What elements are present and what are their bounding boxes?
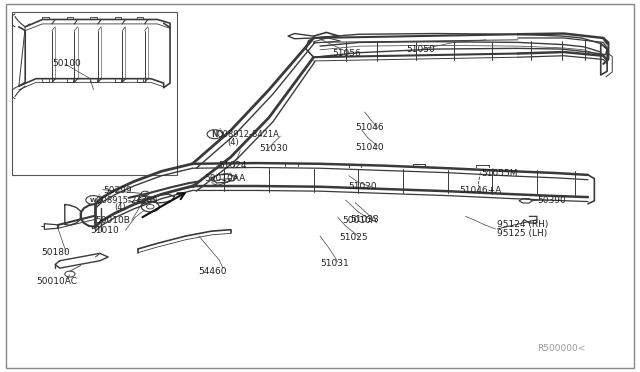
Text: 50010B: 50010B bbox=[95, 215, 131, 225]
Text: 51025: 51025 bbox=[339, 233, 368, 242]
Text: 95124 (RH): 95124 (RH) bbox=[497, 220, 548, 230]
Text: 51055M: 51055M bbox=[481, 169, 517, 177]
Text: 51030: 51030 bbox=[259, 144, 288, 154]
Text: 54460: 54460 bbox=[199, 267, 227, 276]
Text: Ô08915-24200: Ô08915-24200 bbox=[95, 196, 157, 205]
Text: 50010AC: 50010AC bbox=[36, 277, 77, 286]
Text: N: N bbox=[211, 130, 218, 139]
Text: 51050: 51050 bbox=[406, 45, 435, 54]
Text: 51024: 51024 bbox=[218, 161, 246, 170]
Text: 95125 (LH): 95125 (LH) bbox=[497, 229, 548, 238]
Text: R500000<: R500000< bbox=[537, 344, 586, 353]
Circle shape bbox=[142, 199, 147, 202]
Text: 50100: 50100 bbox=[52, 60, 81, 68]
Text: Ô08912-8421A: Ô08912-8421A bbox=[216, 131, 280, 140]
Text: 51046: 51046 bbox=[355, 123, 384, 132]
Text: 50390: 50390 bbox=[537, 196, 566, 205]
Text: 50299: 50299 bbox=[103, 186, 132, 195]
Text: 50010AA: 50010AA bbox=[204, 174, 245, 183]
Text: 51046+A: 51046+A bbox=[459, 186, 501, 195]
Text: 50180: 50180 bbox=[41, 248, 70, 257]
Text: 50010A: 50010A bbox=[342, 215, 377, 225]
Text: (4): (4) bbox=[227, 138, 239, 147]
Text: 51020: 51020 bbox=[349, 182, 378, 191]
Text: 51031: 51031 bbox=[320, 259, 349, 268]
Text: 51033: 51033 bbox=[351, 215, 380, 224]
Bar bbox=[12, 12, 177, 175]
Text: 51010: 51010 bbox=[90, 226, 119, 235]
Text: 51056: 51056 bbox=[333, 49, 362, 58]
Text: 51040: 51040 bbox=[355, 142, 384, 152]
Text: (4): (4) bbox=[115, 203, 126, 212]
Text: W: W bbox=[90, 198, 97, 203]
